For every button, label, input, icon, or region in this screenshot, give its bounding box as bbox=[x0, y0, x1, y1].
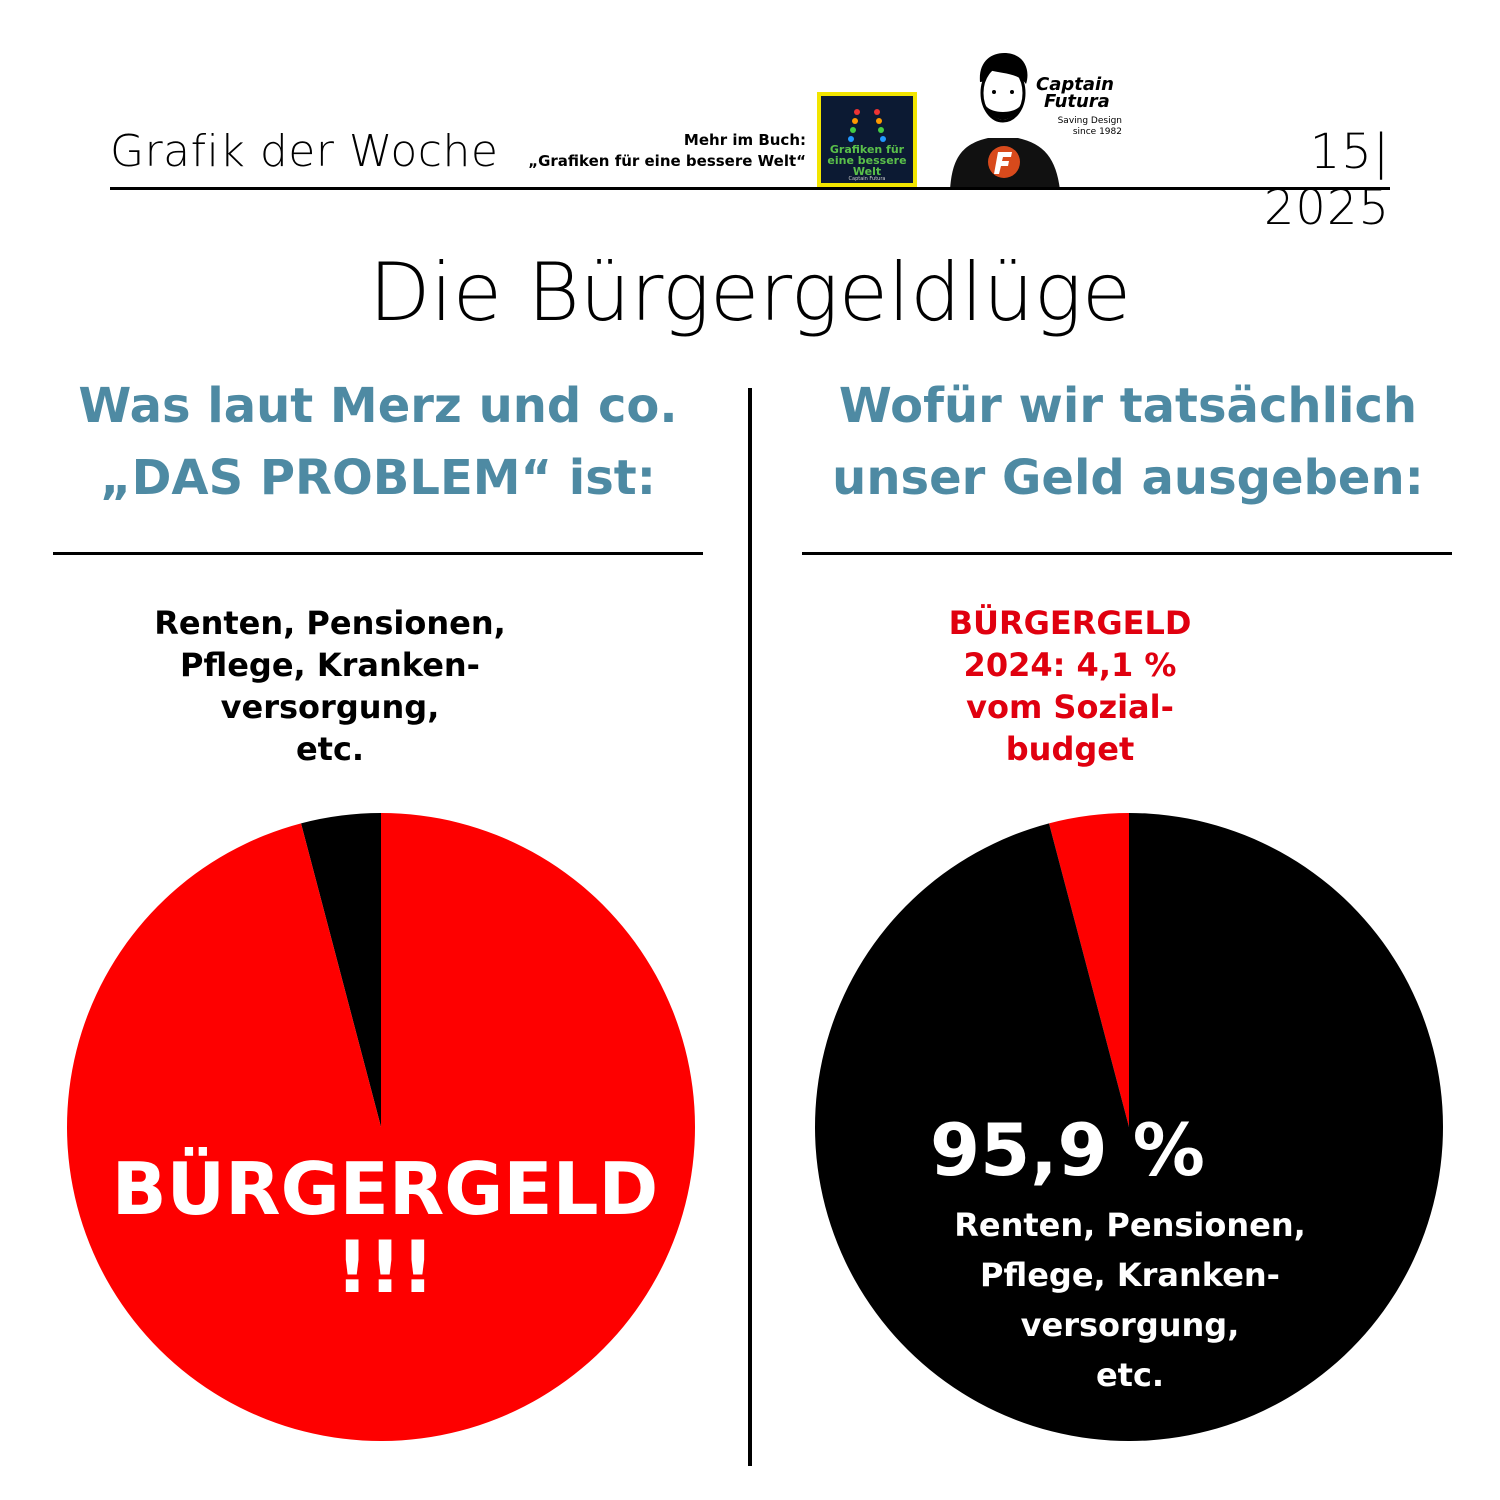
left-label-line: Pflege, Kranken- bbox=[180, 646, 480, 684]
right-slice-label-small: BÜRGERGELD 2024: 4,1 % vom Sozial- budge… bbox=[880, 602, 1260, 770]
left-label-line: etc. bbox=[295, 730, 365, 768]
left-label-line: versorgung, bbox=[220, 688, 440, 726]
left-slice-label-large: BÜRGERGELD bbox=[111, 1147, 659, 1231]
header-title: Grafik der Woche bbox=[110, 126, 499, 177]
left-pie-slice-0 bbox=[301, 813, 381, 1127]
brand-name-line-2: Futura bbox=[1044, 91, 1110, 112]
right-label-line: vom Sozial- bbox=[966, 688, 1174, 726]
left-slice-label-exclaim: !!! bbox=[335, 1225, 435, 1309]
left-heading: Was laut Merz und co. „DAS PROBLEM“ ist: bbox=[38, 370, 718, 514]
brand-subtitle: Saving Design since 1982 bbox=[1040, 116, 1122, 138]
right-heading-rule bbox=[802, 552, 1452, 555]
right-label-line: BÜRGERGELD bbox=[948, 604, 1192, 642]
book-cover: Grafiken für eine bessere Welt Captain F… bbox=[817, 92, 917, 187]
book-cover-graphic bbox=[848, 109, 886, 142]
left-pie-slice-1 bbox=[67, 813, 695, 1441]
left-heading-rule bbox=[53, 552, 703, 555]
brand-name-line-1: Captain bbox=[1036, 74, 1114, 95]
right-heading: Wofür wir tatsächlich unser Geld ausgebe… bbox=[788, 370, 1468, 514]
issue-number: 15| 2025 bbox=[1263, 124, 1390, 236]
left-heading-line-2: „DAS PROBLEM“ ist: bbox=[100, 450, 656, 506]
right-slice-label-large: Renten, Pensionen, Pflege, Kranken- vers… bbox=[910, 1200, 1350, 1400]
right-heading-line-1: Wofür wir tatsächlich bbox=[838, 378, 1418, 434]
book-promo: Mehr im Buch: „Grafiken für eine bessere… bbox=[430, 130, 806, 172]
right-slice-percent: 95,9 % bbox=[930, 1108, 1205, 1192]
right-heading-line-2: unser Geld ausgeben: bbox=[832, 450, 1424, 506]
right-pie-slice-0 bbox=[1049, 813, 1129, 1127]
page-title: Die Bürgergeldlüge bbox=[368, 246, 1132, 339]
promo-line-1: Mehr im Buch: bbox=[683, 131, 806, 149]
book-author: Captain Futura bbox=[848, 176, 886, 182]
book-cover-inner: Grafiken für eine bessere Welt Captain F… bbox=[821, 96, 913, 183]
right-slice-label-line: Pflege, Kranken- bbox=[980, 1256, 1280, 1294]
header-rule bbox=[110, 187, 1390, 190]
captain-futura-logo bbox=[950, 53, 1060, 190]
right-pie-slice-1 bbox=[815, 813, 1443, 1441]
brand-sub-line-1: Saving Design bbox=[1057, 116, 1122, 126]
right-slice-label-line: Renten, Pensionen, bbox=[954, 1206, 1306, 1244]
left-label-line: Renten, Pensionen, bbox=[154, 604, 506, 642]
brand-sub-line-2: since 1982 bbox=[1072, 127, 1122, 137]
right-slice-label-line: etc. bbox=[1095, 1356, 1165, 1394]
left-pie-chart bbox=[67, 813, 695, 1441]
right-label-line: 2024: 4,1 % bbox=[963, 646, 1177, 684]
left-heading-line-1: Was laut Merz und co. bbox=[78, 378, 678, 434]
right-pie-chart bbox=[815, 813, 1443, 1441]
right-label-line: budget bbox=[1005, 730, 1135, 768]
book-title: Grafiken für eine bessere Welt bbox=[827, 143, 907, 178]
right-slice-label-line: versorgung, bbox=[1020, 1306, 1240, 1344]
promo-line-2: „Grafiken für eine bessere Welt“ bbox=[528, 152, 806, 170]
left-slice-label-small: Renten, Pensionen, Pflege, Kranken- vers… bbox=[130, 602, 530, 770]
column-divider bbox=[748, 388, 752, 1466]
brand-name: Captain Futura bbox=[1036, 74, 1114, 112]
